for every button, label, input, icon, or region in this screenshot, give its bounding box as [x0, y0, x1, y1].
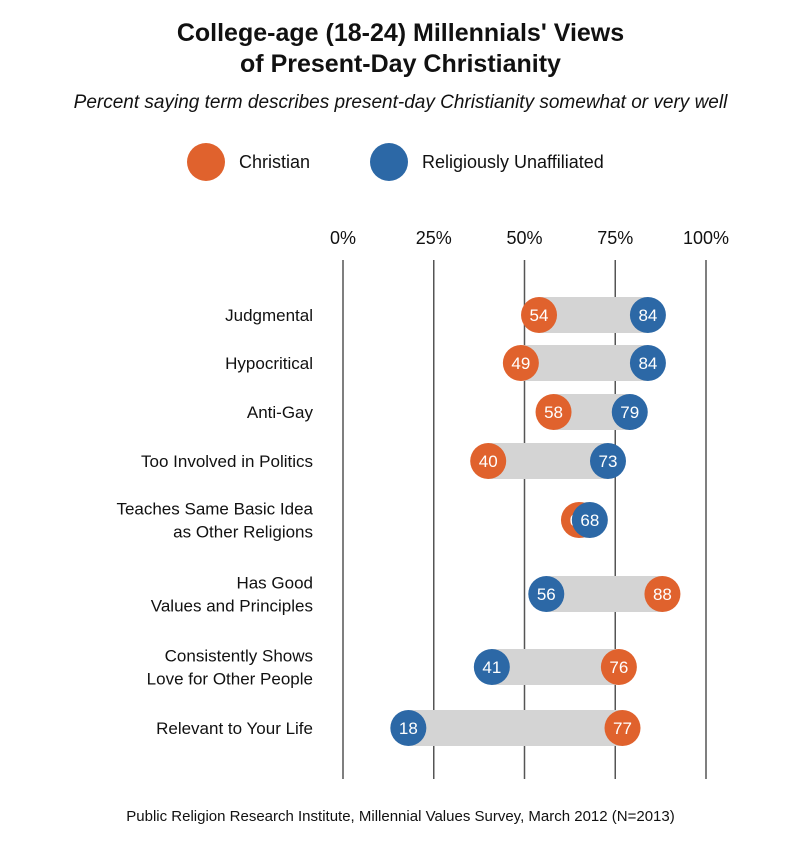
category-label: Has Good	[236, 574, 313, 593]
dot-unaffiliated	[473, 649, 510, 685]
category-label: as Other Religions	[173, 523, 313, 542]
chart-plot: 0% 25% 50% 75% 100% Judgmental 54 84 Hypocritica…	[116, 228, 729, 779]
value-label-christian: 76	[609, 658, 628, 677]
x-tick-label: 50%	[506, 228, 542, 248]
value-label-christian: 54	[530, 306, 549, 325]
value-label-christian: 49	[511, 354, 530, 373]
legend: Christian Religiously Unaffiliated	[0, 142, 801, 182]
dot-unaffiliated	[629, 297, 666, 333]
value-label-unaffiliated: 68	[580, 511, 599, 530]
value-label-unaffiliated: 79	[620, 403, 639, 422]
range-bar	[488, 443, 608, 479]
x-tick-label: 100%	[683, 228, 729, 248]
dot-christian	[600, 649, 637, 685]
chart-title-line-2: of Present-Day Christianity	[240, 50, 561, 78]
range-bar	[520, 345, 648, 381]
dot-christian	[535, 394, 572, 430]
value-label-unaffiliated: 18	[399, 719, 418, 738]
category-label: Relevant to Your Life	[156, 719, 313, 738]
legend-swatch-christian	[187, 143, 225, 181]
source-note: Public Religion Research Institute, Mill…	[126, 808, 675, 825]
dot-unaffiliated	[571, 502, 608, 538]
x-tick-label: 0%	[330, 228, 356, 248]
dot-christian	[502, 345, 539, 381]
value-label-christian: 58	[544, 403, 563, 422]
legend-label-christian: Christian	[239, 151, 311, 172]
category-label: Consistently Shows	[165, 647, 313, 666]
value-label-unaffiliated: 84	[638, 306, 657, 325]
category-label: Judgmental	[225, 306, 313, 325]
legend-label-unaffiliated: Religiously Unaffiliated	[422, 151, 604, 172]
dot-christian	[521, 297, 558, 333]
legend-item-unaffiliated: Religiously Unaffiliated	[370, 142, 604, 182]
value-label-unaffiliated: 56	[537, 585, 556, 604]
value-label-christian: 40	[479, 452, 498, 471]
range-bar	[539, 297, 648, 333]
category-label: Values and Principles	[151, 597, 313, 616]
chart-title-line-1: College-age (18-24) Millennials' Views	[176, 19, 625, 47]
dot-unaffiliated	[611, 394, 648, 430]
value-label-unaffiliated: 73	[599, 452, 618, 471]
category-label: Teaches Same Basic Idea	[116, 500, 313, 519]
x-tick-label: 75%	[597, 228, 633, 248]
range-bar	[546, 576, 663, 612]
dot-christian	[644, 576, 681, 612]
dot-unaffiliated	[589, 443, 626, 479]
value-label-christian: 77	[613, 719, 632, 738]
value-label-unaffiliated: 41	[482, 658, 501, 677]
category-label: Too Involved in Politics	[141, 452, 313, 471]
legend-swatch-unaffiliated	[370, 143, 408, 181]
range-bar	[491, 649, 619, 685]
dot-christian	[604, 710, 641, 746]
dot-christian	[470, 443, 507, 479]
x-tick-label: 25%	[416, 228, 452, 248]
category-label: Anti-Gay	[247, 403, 314, 422]
dot-unaffiliated	[390, 710, 427, 746]
value-label-christian: 88	[653, 585, 672, 604]
chart-subtitle: Percent saying term describes present-da…	[73, 92, 728, 113]
dot-unaffiliated	[629, 345, 666, 381]
legend-item-christian: Christian	[187, 142, 310, 182]
value-label-unaffiliated: 84	[638, 354, 657, 373]
chart-title: College-age (18-24) Millennials' Views o…	[0, 18, 801, 80]
category-label: Hypocritical	[225, 354, 313, 373]
range-bar	[408, 710, 623, 746]
dot-unaffiliated	[528, 576, 565, 612]
category-label: Love for Other People	[147, 670, 313, 689]
